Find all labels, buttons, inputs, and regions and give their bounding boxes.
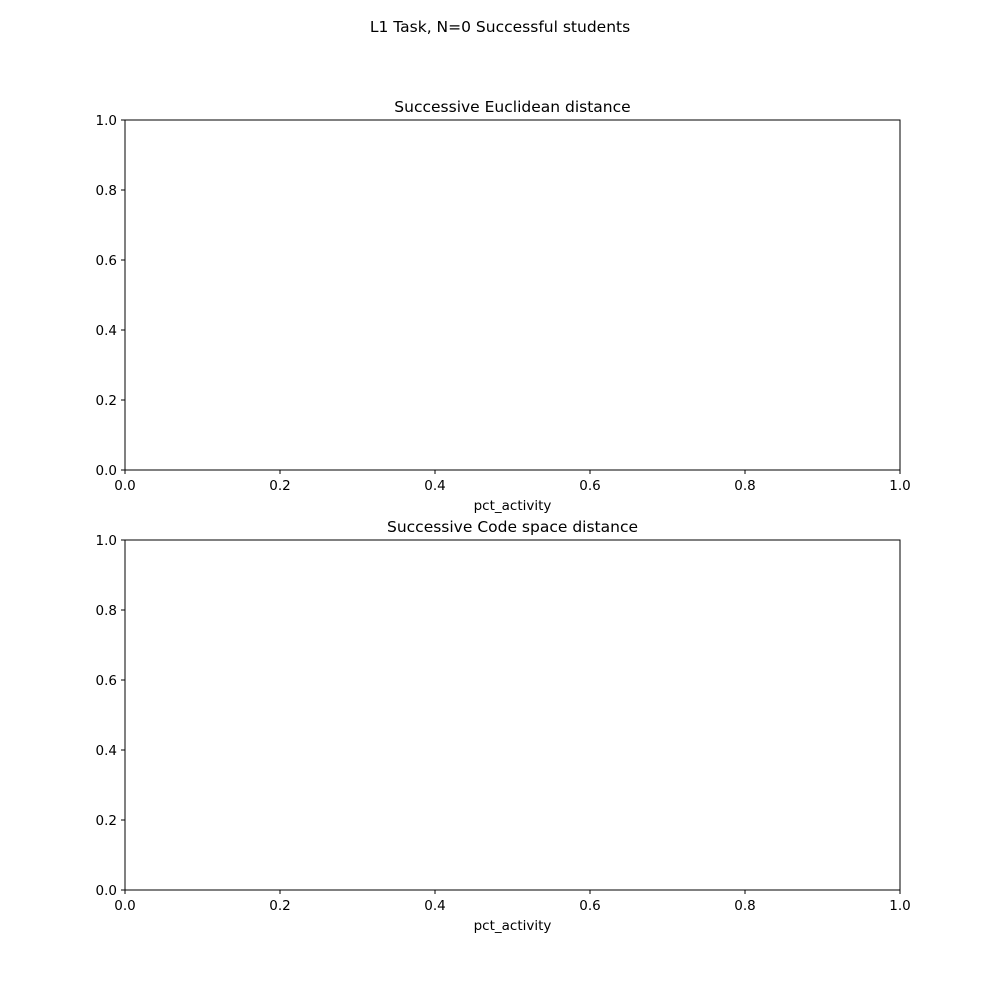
axes-title: Successive Code space distance (387, 518, 638, 536)
figure-suptitle: L1 Task, N=0 Successful students (370, 18, 630, 36)
y-tick-label: 0.0 (96, 883, 117, 899)
y-tick-label: 0.6 (96, 673, 117, 689)
x-tick-label: 0.6 (579, 898, 600, 914)
axes-euclidean-distance: Successive Euclidean distance 0.0 0.2 0.4 0… (96, 98, 911, 514)
x-tick-label: 0.0 (114, 898, 135, 914)
x-tick-label: 0.2 (269, 478, 290, 494)
x-tick-label: 0.8 (734, 898, 755, 914)
x-tick-label: 0.4 (424, 478, 445, 494)
x-axis: 0.0 0.2 0.4 0.6 0.8 1.0 (114, 470, 911, 494)
axes-frame (124, 119, 901, 471)
x-tick-label: 0.6 (579, 478, 600, 494)
x-tick-label: 1.0 (889, 898, 910, 914)
axes-title: Successive Euclidean distance (394, 98, 630, 116)
x-axis: 0.0 0.2 0.4 0.6 0.8 1.0 (114, 890, 911, 914)
y-tick-label: 0.2 (96, 393, 117, 409)
y-tick-label: 0.4 (96, 743, 117, 759)
y-axis: 0.0 0.2 0.4 0.6 0.8 1.0 (96, 113, 125, 479)
x-tick-label: 0.8 (734, 478, 755, 494)
x-tick-label: 0.4 (424, 898, 445, 914)
y-axis: 0.0 0.2 0.4 0.6 0.8 1.0 (96, 533, 125, 899)
x-tick-label: 0.0 (114, 478, 135, 494)
y-tick-label: 0.0 (96, 463, 117, 479)
x-tick-label: 0.2 (269, 898, 290, 914)
y-tick-label: 0.8 (96, 183, 117, 199)
x-axis-label: pct_activity (474, 498, 552, 514)
axes-code-space-distance: Successive Code space distance 0.0 0.2 0.4… (96, 518, 911, 934)
axes-frame (124, 539, 901, 891)
y-tick-label: 0.8 (96, 603, 117, 619)
y-tick-label: 0.2 (96, 813, 117, 829)
x-tick-label: 1.0 (889, 478, 910, 494)
y-tick-label: 0.6 (96, 253, 117, 269)
y-tick-label: 0.4 (96, 323, 117, 339)
y-tick-label: 1.0 (96, 113, 117, 129)
x-axis-label: pct_activity (474, 918, 552, 934)
y-tick-label: 1.0 (96, 533, 117, 549)
